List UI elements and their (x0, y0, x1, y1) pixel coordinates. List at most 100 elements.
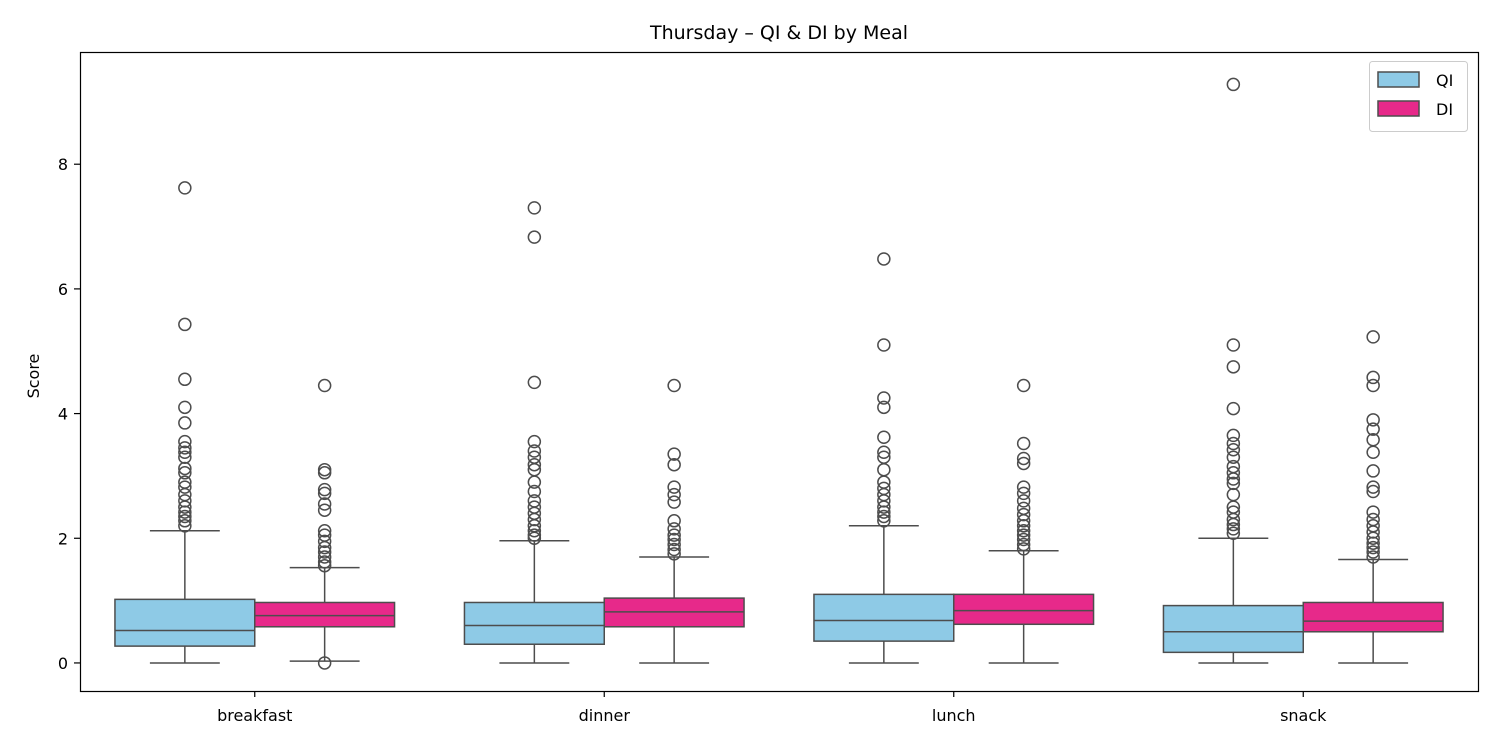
outlier-point (178, 500, 192, 514)
box-di-snack (1302, 330, 1444, 664)
outlier-point (667, 514, 681, 528)
outlier-point (877, 514, 891, 528)
x-tick-label-snack: snack (1280, 706, 1327, 725)
outlier-point (877, 338, 891, 352)
y-tick-label: 4 (58, 405, 68, 424)
box-qi-dinner (463, 201, 606, 664)
outlier-point (178, 445, 192, 459)
outlier-point (1016, 451, 1031, 466)
iqr-box (953, 593, 1095, 626)
outlier-point (178, 181, 192, 195)
outlier-point (1366, 413, 1380, 427)
outlier-point (1226, 522, 1241, 536)
legend-swatch-di (1377, 100, 1420, 117)
outlier-point (1016, 519, 1031, 533)
outlier-point (178, 317, 192, 332)
outlier-point (178, 461, 192, 476)
outlier-point (1016, 528, 1031, 542)
outlier-point (317, 378, 332, 393)
y-tick-label: 8 (58, 155, 68, 174)
outlier-point (317, 540, 332, 555)
iqr-box (1162, 604, 1304, 654)
box-qi-snack (1162, 77, 1304, 664)
outlier-point (178, 494, 192, 508)
outlier-point (1226, 436, 1241, 451)
outlier-point (1016, 378, 1031, 393)
outlier-point (527, 528, 542, 542)
chart-title: Thursday – QI & DI by Meal (649, 22, 908, 44)
outlier-point (527, 484, 542, 499)
iqr-box (463, 601, 606, 645)
outlier-point (1366, 378, 1380, 393)
outlier-point (1226, 526, 1241, 541)
box-qi-lunch (813, 252, 955, 664)
outlier-point (527, 524, 542, 538)
outlier-point (667, 542, 681, 557)
outlier-point (877, 430, 891, 445)
outlier-point (1226, 428, 1241, 443)
outlier-point (317, 486, 332, 501)
box-qi-breakfast (114, 181, 256, 664)
outlier-point (1366, 531, 1380, 546)
outlier-point (1366, 445, 1380, 459)
outlier-point (1016, 532, 1031, 547)
outlier-point (1226, 512, 1241, 527)
outlier-point (317, 534, 332, 549)
outlier-point (527, 375, 542, 390)
outlier-point (178, 466, 192, 480)
outlier-point (1226, 517, 1241, 532)
outlier-point (317, 466, 332, 480)
outlier-point (1016, 436, 1031, 451)
outlier-point (317, 545, 332, 559)
outlier-point (1366, 525, 1380, 539)
iqr-box (1302, 601, 1444, 633)
plot-frame (79, 51, 1480, 693)
legend-label-di: DI (1436, 100, 1453, 119)
legend-label-qi: QI (1436, 71, 1453, 90)
outlier-point (317, 555, 332, 569)
outlier-point (1226, 472, 1241, 486)
outlier-point (1016, 514, 1031, 528)
legend: QI DI (1369, 61, 1468, 132)
outlier-point (317, 503, 332, 517)
outlier-point (1366, 330, 1380, 344)
legend-swatch-qi (1377, 71, 1420, 88)
x-tick-label-breakfast: breakfast (217, 706, 292, 725)
y-tick-label: 6 (58, 280, 68, 299)
outlier-point (1016, 524, 1031, 538)
outlier-point (1226, 77, 1241, 92)
outlier-point (178, 450, 192, 464)
outlier-point (667, 480, 681, 494)
outlier-point (1016, 507, 1031, 522)
outlier-point (317, 462, 332, 477)
outlier-point (1226, 442, 1241, 457)
outlier-point (178, 372, 192, 387)
outlier-point (1016, 456, 1031, 471)
outlier-point (1226, 360, 1241, 374)
y-tick-label: 2 (58, 529, 68, 548)
outlier-point (1226, 466, 1241, 480)
outlier-point (178, 400, 192, 415)
box-di-breakfast (254, 378, 396, 670)
outlier-point (317, 656, 332, 670)
outlier-point (178, 441, 192, 455)
outlier-point (527, 531, 542, 546)
outlier-point (667, 447, 681, 461)
outlier-point (1016, 542, 1031, 556)
outlier-point (1016, 494, 1031, 508)
outlier-point (877, 445, 891, 459)
iqr-box (114, 598, 256, 647)
outlier-point (527, 434, 542, 449)
outlier-point (667, 495, 681, 509)
outlier-point (317, 558, 332, 573)
outlier-point (667, 522, 681, 536)
outlier-point (178, 519, 192, 533)
box-di-dinner (603, 378, 745, 664)
outlier-point (178, 509, 192, 524)
axes: 0 2 4 6 8 breakfast dinner lunch snack (58, 155, 1327, 725)
outlier-point (877, 391, 891, 405)
outlier-point (178, 416, 192, 430)
outlier-point (1366, 422, 1380, 436)
outlier-point (1366, 370, 1380, 385)
